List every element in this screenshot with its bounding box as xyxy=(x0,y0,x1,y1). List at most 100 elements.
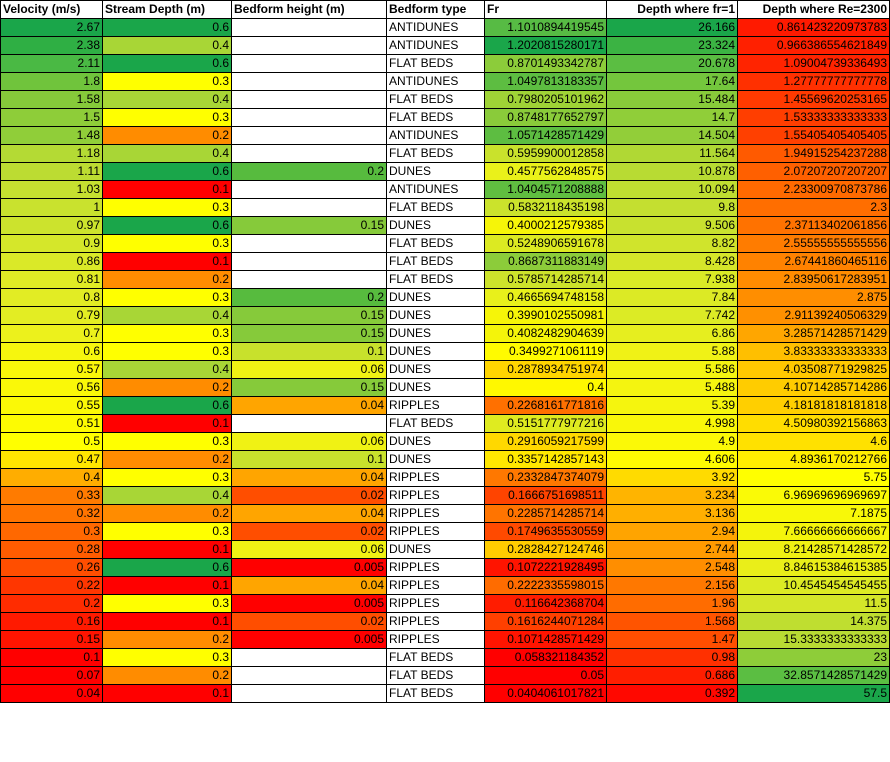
fr-cell[interactable]: 0.3990102550981 xyxy=(484,306,607,325)
depth-fr1-cell[interactable]: 20.678 xyxy=(606,54,738,73)
bedform-height-cell[interactable]: 0.04 xyxy=(231,396,387,415)
depth-re2300-cell[interactable]: 4.6 xyxy=(737,432,890,451)
velocity-cell[interactable]: 0.5 xyxy=(0,432,103,451)
depth-re2300-cell[interactable]: 4.18181818181818 xyxy=(737,396,890,415)
depth-fr1-cell[interactable]: 10.094 xyxy=(606,180,738,199)
velocity-cell[interactable]: 0.51 xyxy=(0,414,103,433)
depth-re2300-cell[interactable]: 2.3 xyxy=(737,198,890,217)
bedform-type-cell[interactable]: RIPPLES xyxy=(386,522,485,541)
depth-re2300-cell[interactable]: 2.07207207207207 xyxy=(737,162,890,181)
bedform-type-cell[interactable]: DUNES xyxy=(386,216,485,235)
depth-fr1-cell[interactable]: 9.506 xyxy=(606,216,738,235)
depth-fr1-cell[interactable]: 15.484 xyxy=(606,90,738,109)
velocity-cell[interactable]: 0.16 xyxy=(0,612,103,631)
stream-depth-cell[interactable]: 0.2 xyxy=(102,450,232,469)
stream-depth-cell[interactable]: 0.6 xyxy=(102,162,232,181)
depth-fr1-cell[interactable]: 5.39 xyxy=(606,396,738,415)
stream-depth-cell[interactable]: 0.3 xyxy=(102,108,232,127)
velocity-cell[interactable]: 1.03 xyxy=(0,180,103,199)
bedform-type-cell[interactable]: DUNES xyxy=(386,450,485,469)
fr-cell[interactable]: 0.4 xyxy=(484,378,607,397)
stream-depth-cell[interactable]: 0.2 xyxy=(102,666,232,685)
fr-cell[interactable]: 0.1616244071284 xyxy=(484,612,607,631)
bedform-type-cell[interactable]: RIPPLES xyxy=(386,504,485,523)
depth-re2300-cell[interactable]: 1.55405405405405 xyxy=(737,126,890,145)
velocity-cell[interactable]: 0.3 xyxy=(0,522,103,541)
stream-depth-cell[interactable]: 0.1 xyxy=(102,576,232,595)
depth-fr1-cell[interactable]: 2.744 xyxy=(606,540,738,559)
bedform-height-cell[interactable]: 0.04 xyxy=(231,504,387,523)
header-cell-bedform-type[interactable]: Bedform type xyxy=(386,0,485,19)
bedform-height-cell[interactable]: 0.15 xyxy=(231,324,387,343)
fr-cell[interactable]: 0.4665694748158 xyxy=(484,288,607,307)
bedform-height-cell[interactable]: 0.02 xyxy=(231,612,387,631)
fr-cell[interactable]: 0.0404061017821 xyxy=(484,684,607,703)
depth-re2300-cell[interactable]: 23 xyxy=(737,648,890,667)
depth-re2300-cell[interactable]: 2.55555555555556 xyxy=(737,234,890,253)
depth-fr1-cell[interactable]: 7.938 xyxy=(606,270,738,289)
bedform-height-cell[interactable] xyxy=(231,18,387,37)
fr-cell[interactable]: 0.5832118435198 xyxy=(484,198,607,217)
depth-re2300-cell[interactable]: 4.10714285714286 xyxy=(737,378,890,397)
velocity-cell[interactable]: 1.48 xyxy=(0,126,103,145)
depth-fr1-cell[interactable]: 1.568 xyxy=(606,612,738,631)
velocity-cell[interactable]: 1.8 xyxy=(0,72,103,91)
bedform-type-cell[interactable]: RIPPLES xyxy=(386,468,485,487)
stream-depth-cell[interactable]: 0.4 xyxy=(102,486,232,505)
velocity-cell[interactable]: 2.67 xyxy=(0,18,103,37)
header-cell-depth-re2300[interactable]: Depth where Re=2300 xyxy=(737,0,890,19)
depth-fr1-cell[interactable]: 0.392 xyxy=(606,684,738,703)
velocity-cell[interactable]: 0.1 xyxy=(0,648,103,667)
bedform-type-cell[interactable]: DUNES xyxy=(386,378,485,397)
velocity-cell[interactable]: 0.55 xyxy=(0,396,103,415)
bedform-height-cell[interactable]: 0.15 xyxy=(231,306,387,325)
velocity-cell[interactable]: 0.9 xyxy=(0,234,103,253)
depth-re2300-cell[interactable]: 1.94915254237288 xyxy=(737,144,890,163)
bedform-type-cell[interactable]: ANTIDUNES xyxy=(386,126,485,145)
bedform-height-cell[interactable]: 0.04 xyxy=(231,468,387,487)
depth-re2300-cell[interactable]: 1.09004739336493 xyxy=(737,54,890,73)
velocity-cell[interactable]: 0.47 xyxy=(0,450,103,469)
fr-cell[interactable]: 0.3357142857143 xyxy=(484,450,607,469)
bedform-height-cell[interactable]: 0.06 xyxy=(231,540,387,559)
bedform-height-cell[interactable]: 0.005 xyxy=(231,594,387,613)
depth-re2300-cell[interactable]: 1.45569620253165 xyxy=(737,90,890,109)
fr-cell[interactable]: 0.058321184352 xyxy=(484,648,607,667)
depth-fr1-cell[interactable]: 9.8 xyxy=(606,198,738,217)
depth-re2300-cell[interactable]: 3.83333333333333 xyxy=(737,342,890,361)
depth-fr1-cell[interactable]: 1.96 xyxy=(606,594,738,613)
bedform-height-cell[interactable] xyxy=(231,270,387,289)
fr-cell[interactable]: 0.2332847374079 xyxy=(484,468,607,487)
depth-fr1-cell[interactable]: 7.84 xyxy=(606,288,738,307)
depth-fr1-cell[interactable]: 2.156 xyxy=(606,576,738,595)
stream-depth-cell[interactable]: 0.2 xyxy=(102,504,232,523)
bedform-type-cell[interactable]: DUNES xyxy=(386,432,485,451)
bedform-type-cell[interactable]: RIPPLES xyxy=(386,630,485,649)
stream-depth-cell[interactable]: 0.3 xyxy=(102,648,232,667)
bedform-type-cell[interactable]: RIPPLES xyxy=(386,396,485,415)
velocity-cell[interactable]: 0.26 xyxy=(0,558,103,577)
velocity-cell[interactable]: 0.6 xyxy=(0,342,103,361)
velocity-cell[interactable]: 0.4 xyxy=(0,468,103,487)
bedform-type-cell[interactable]: RIPPLES xyxy=(386,576,485,595)
header-cell-velocity[interactable]: Velocity (m/s) xyxy=(0,0,103,19)
velocity-cell[interactable]: 1 xyxy=(0,198,103,217)
bedform-type-cell[interactable]: FLAT BEDS xyxy=(386,414,485,433)
velocity-cell[interactable]: 0.15 xyxy=(0,630,103,649)
bedform-type-cell[interactable]: DUNES xyxy=(386,162,485,181)
bedform-height-cell[interactable]: 0.15 xyxy=(231,378,387,397)
bedform-height-cell[interactable] xyxy=(231,666,387,685)
velocity-cell[interactable]: 0.56 xyxy=(0,378,103,397)
depth-fr1-cell[interactable]: 4.998 xyxy=(606,414,738,433)
bedform-height-cell[interactable]: 0.06 xyxy=(231,432,387,451)
fr-cell[interactable]: 1.0404571208888 xyxy=(484,180,607,199)
velocity-cell[interactable]: 0.04 xyxy=(0,684,103,703)
depth-fr1-cell[interactable]: 26.166 xyxy=(606,18,738,37)
header-cell-depth-fr1[interactable]: Depth where fr=1 xyxy=(606,0,738,19)
bedform-type-cell[interactable]: RIPPLES xyxy=(386,486,485,505)
depth-re2300-cell[interactable]: 2.37113402061856 xyxy=(737,216,890,235)
fr-cell[interactable]: 1.2020815280171 xyxy=(484,36,607,55)
depth-re2300-cell[interactable]: 3.28571428571429 xyxy=(737,324,890,343)
depth-fr1-cell[interactable]: 5.88 xyxy=(606,342,738,361)
bedform-height-cell[interactable] xyxy=(231,198,387,217)
